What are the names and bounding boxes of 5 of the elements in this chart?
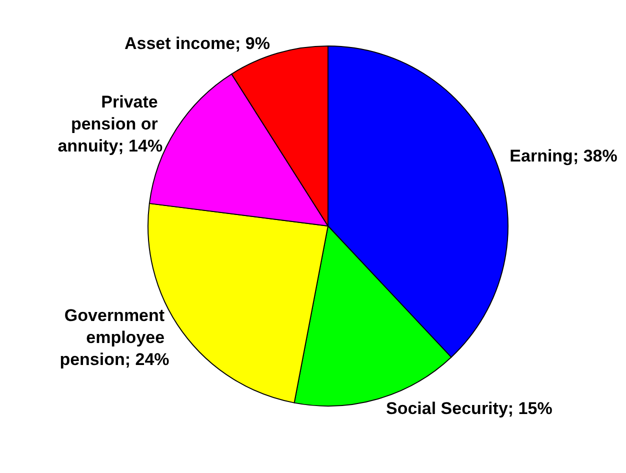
slice-label: Private pension or annuity; 14% bbox=[58, 92, 163, 156]
slice-label: Earning; 38% bbox=[510, 146, 618, 166]
slice-label: Government employee pension; 24% bbox=[60, 306, 170, 370]
slice-label: Social Security; 15% bbox=[386, 398, 552, 418]
slice-label: Asset income; 9% bbox=[124, 34, 270, 54]
